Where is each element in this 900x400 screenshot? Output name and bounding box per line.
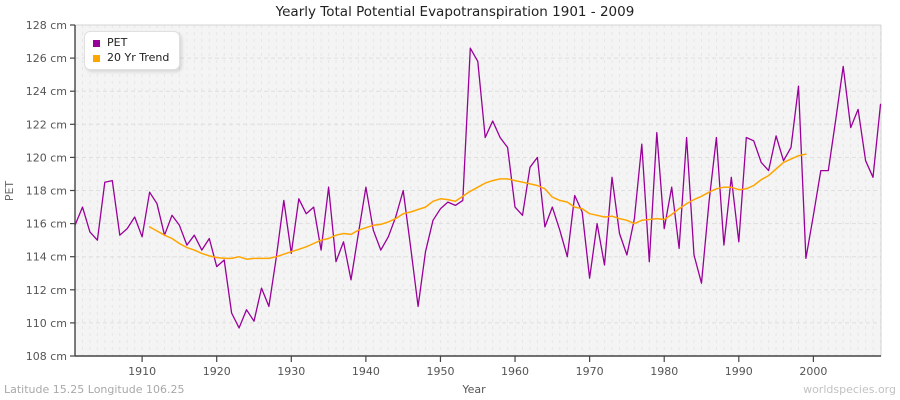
legend: PET 20 Yr Trend xyxy=(84,31,181,70)
watermark: worldspecies.org xyxy=(803,383,896,396)
y-tick-label: 128 cm xyxy=(26,19,67,32)
x-tick-label: 1930 xyxy=(277,365,305,378)
coordinates-caption: Latitude 15.25 Longitude 106.25 xyxy=(4,383,185,396)
x-tick-label: 1940 xyxy=(352,365,380,378)
y-tick-label: 124 cm xyxy=(26,85,67,98)
y-tick-label: 118 cm xyxy=(26,185,67,198)
y-tick-label: 126 cm xyxy=(26,52,67,65)
x-tick-label: 1910 xyxy=(128,365,156,378)
trend-line xyxy=(148,153,807,260)
trend-swatch-icon xyxy=(93,54,100,62)
x-tick-label: 1980 xyxy=(650,365,678,378)
x-tick-label: 1960 xyxy=(501,365,529,378)
y-tick-label: 116 cm xyxy=(26,218,67,231)
x-tick-label: 1970 xyxy=(576,365,604,378)
series-layer xyxy=(74,47,882,329)
tick-label-layer: 128 cm 126 cm 124 cm 122 cm 120 cm 118 cm 116 … xyxy=(26,19,828,378)
x-tick-label: 2000 xyxy=(799,365,827,378)
y-tick-label: 112 cm xyxy=(26,284,67,297)
legend-item-pet: PET xyxy=(93,36,169,50)
x-axis-label: Year xyxy=(461,383,486,396)
x-tick-label: 1920 xyxy=(203,365,231,378)
legend-label-pet: PET xyxy=(107,36,128,49)
axis-layer xyxy=(70,24,881,362)
pet-line xyxy=(74,47,882,329)
y-tick-label: 114 cm xyxy=(26,251,67,264)
y-tick-label: 122 cm xyxy=(26,118,67,131)
y-axis-label: PET xyxy=(3,181,16,202)
pet-swatch-icon xyxy=(93,39,100,47)
y-tick-label: 108 cm xyxy=(26,350,67,363)
y-tick-label: 120 cm xyxy=(26,151,67,164)
y-tick-label: 110 cm xyxy=(26,317,67,330)
legend-item-trend: 20 Yr Trend xyxy=(93,51,169,65)
chart-title: Yearly Total Potential Evapotranspiratio… xyxy=(275,4,635,20)
x-tick-label: 1950 xyxy=(426,365,454,378)
legend-label-trend: 20 Yr Trend xyxy=(107,51,170,64)
x-tick-label: 1990 xyxy=(725,365,753,378)
grid-layer xyxy=(75,24,882,356)
